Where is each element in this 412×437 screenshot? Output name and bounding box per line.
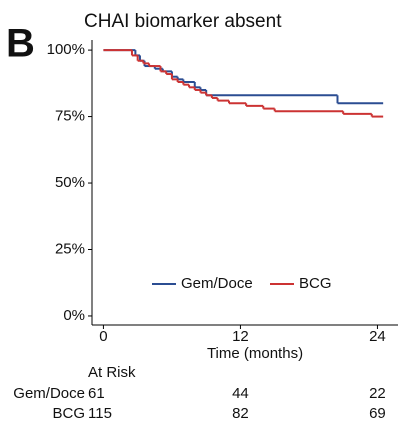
y-tick-label: 100% (47, 41, 85, 58)
risk-value: 61 (88, 385, 105, 402)
x-tick-label: 12 (232, 328, 249, 345)
y-tick-label: 25% (55, 240, 85, 257)
y-tick-label: 75% (55, 108, 85, 125)
chart-title: CHAI biomarker absent (84, 11, 282, 32)
risk-value: 115 (88, 405, 112, 422)
legend-label: BCG (299, 275, 332, 292)
risk-value: 82 (232, 405, 249, 422)
risk-row-label: Gem/Doce (13, 385, 85, 402)
risk-row-label: BCG (52, 405, 85, 422)
risk-value: 69 (369, 405, 386, 422)
y-tick-label: 0% (63, 307, 85, 324)
y-tick-label: 50% (55, 174, 85, 191)
risk-title: At Risk (88, 364, 136, 381)
legend-label: Gem/Doce (181, 275, 253, 292)
risk-value: 44 (232, 385, 249, 402)
risk-value: 22 (369, 385, 386, 402)
x-tick-label: 24 (369, 328, 386, 345)
panel-label: B (6, 22, 35, 66)
x-tick-label: 0 (99, 328, 107, 345)
x-axis-label: Time (months) (207, 345, 303, 362)
